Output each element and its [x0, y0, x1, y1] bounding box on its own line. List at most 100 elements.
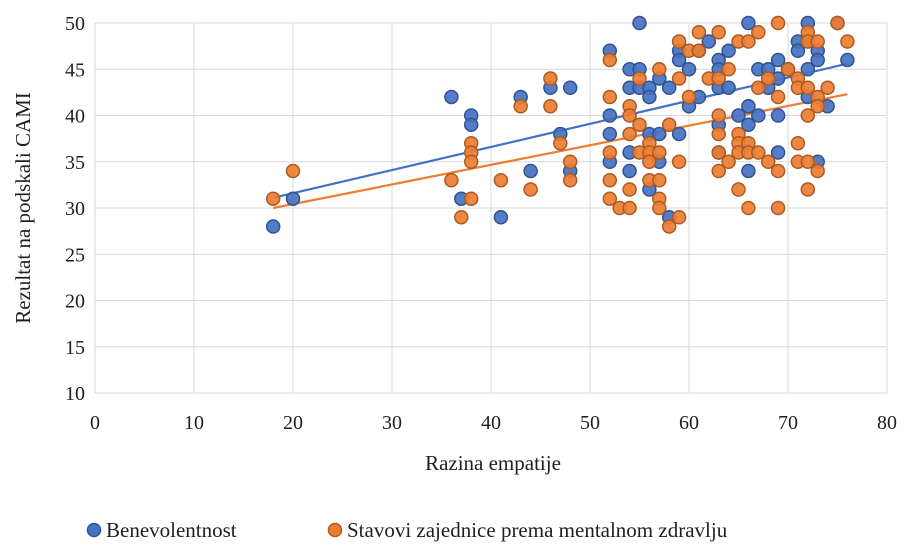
- data-point: [701, 34, 717, 49]
- series-0: [265, 15, 855, 234]
- data-point: [602, 191, 618, 206]
- x-tick-label: 0: [90, 412, 100, 434]
- y-tick-label: 45: [65, 59, 85, 81]
- data-point: [671, 126, 687, 142]
- y-tick-label: 10: [65, 383, 85, 405]
- data-point: [602, 89, 618, 105]
- series-1: [265, 15, 855, 234]
- data-point: [661, 219, 677, 234]
- data-point: [671, 154, 687, 169]
- data-point: [652, 200, 667, 216]
- x-axis-title: Razina empatije: [425, 451, 561, 475]
- data-points: [265, 15, 855, 234]
- data-point: [770, 108, 786, 123]
- data-point: [840, 34, 855, 49]
- data-point: [285, 191, 301, 206]
- data-point: [790, 136, 806, 151]
- data-point: [711, 126, 726, 142]
- data-point: [265, 219, 281, 234]
- data-point: [741, 200, 756, 216]
- data-point: [463, 191, 479, 206]
- data-point: [760, 154, 776, 169]
- y-tick-label: 30: [65, 198, 85, 220]
- data-point: [632, 15, 647, 31]
- data-point: [800, 62, 816, 77]
- data-point: [632, 71, 647, 86]
- data-point: [711, 108, 726, 123]
- x-tick-label: 80: [877, 412, 897, 434]
- data-point: [454, 210, 469, 225]
- data-point: [661, 117, 677, 132]
- data-point: [751, 25, 766, 40]
- data-point: [840, 52, 855, 68]
- data-point: [800, 182, 816, 197]
- data-point: [602, 108, 618, 123]
- data-point: [622, 108, 637, 123]
- data-point: [671, 210, 687, 225]
- y-tick-label: 35: [65, 152, 85, 174]
- data-point: [770, 145, 786, 160]
- data-point: [444, 89, 459, 105]
- data-point: [741, 117, 756, 132]
- data-point: [523, 163, 538, 179]
- data-point: [830, 15, 845, 31]
- x-tick-label: 20: [283, 412, 303, 434]
- data-point: [770, 89, 786, 105]
- data-point: [721, 154, 736, 169]
- data-point: [543, 71, 558, 86]
- data-point: [741, 34, 756, 49]
- x-tick-label: 50: [580, 412, 600, 434]
- data-point: [602, 173, 618, 188]
- data-point: [790, 43, 806, 58]
- data-point: [711, 71, 726, 86]
- y-tick-label: 50: [65, 13, 85, 35]
- data-point: [523, 182, 538, 197]
- data-point: [810, 163, 825, 179]
- data-point: [770, 15, 786, 31]
- data-point: [751, 108, 766, 123]
- data-point: [652, 173, 667, 188]
- data-point: [741, 163, 756, 179]
- data-point: [562, 173, 578, 188]
- y-tick-label: 15: [65, 337, 85, 359]
- data-point: [681, 89, 697, 105]
- data-point: [652, 62, 667, 77]
- x-tick-label: 70: [778, 412, 798, 434]
- data-point: [513, 99, 528, 114]
- y-axis-ticks: 10 15 20 25 30 35 40 45 50: [65, 13, 85, 405]
- data-point: [721, 43, 736, 58]
- data-point: [671, 52, 687, 68]
- data-point: [602, 126, 618, 142]
- x-tick-label: 60: [679, 412, 699, 434]
- legend-label-benevolentnost: Benevolentnost: [106, 518, 237, 542]
- x-axis-ticks: 0 10 20 30 40 50 60 70 80: [90, 412, 897, 434]
- data-point: [671, 71, 687, 86]
- legend: Benevolentnost Stavovi zajednice prema m…: [86, 518, 728, 542]
- data-point: [642, 154, 657, 169]
- y-tick-label: 20: [65, 291, 85, 313]
- data-point: [632, 117, 647, 132]
- data-point: [691, 43, 707, 58]
- data-point: [810, 34, 825, 49]
- y-axis-title: Rezultat na podskali CAMI: [11, 92, 35, 324]
- y-tick-label: 40: [65, 106, 85, 128]
- data-point: [800, 80, 816, 95]
- data-point: [671, 34, 687, 49]
- data-point: [721, 62, 736, 77]
- data-point: [652, 145, 667, 160]
- data-point: [562, 80, 578, 95]
- data-point: [463, 117, 479, 132]
- data-point: [622, 126, 637, 142]
- data-point: [770, 52, 786, 68]
- data-point: [810, 99, 825, 114]
- data-point: [820, 80, 835, 95]
- data-point: [652, 126, 667, 142]
- data-point: [622, 182, 637, 197]
- data-point: [543, 99, 558, 114]
- data-point: [770, 200, 786, 216]
- data-point: [780, 62, 796, 77]
- data-point: [642, 89, 657, 105]
- data-point: [493, 210, 509, 225]
- data-point: [681, 62, 697, 77]
